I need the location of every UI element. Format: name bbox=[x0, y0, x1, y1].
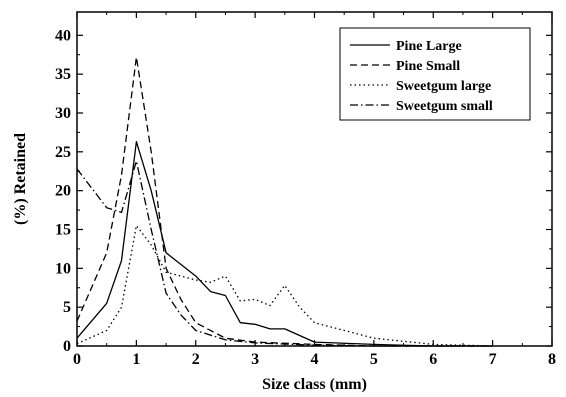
y-tick-label: 30 bbox=[55, 105, 71, 122]
legend-label: Pine Small bbox=[396, 59, 460, 74]
series-line-sweetgum-small bbox=[76, 160, 493, 347]
x-tick-label: 0 bbox=[73, 351, 81, 368]
x-tick-label: 4 bbox=[311, 351, 319, 368]
y-axis-label: (%) Retained bbox=[12, 133, 29, 225]
y-tick-label: 35 bbox=[55, 66, 71, 83]
legend: Pine Large Pine Small Sweetgum large Sweetg… bbox=[339, 27, 531, 121]
y-tick-label: 20 bbox=[55, 183, 71, 200]
axis-ticks: 0 1 2 3 4 5 6 7 8 0 5 10 15 20 25 30 35 40 bbox=[55, 12, 556, 368]
legend-label: Pine Large bbox=[396, 39, 462, 54]
y-tick-label: 40 bbox=[55, 27, 71, 44]
y-tick-label: 15 bbox=[55, 221, 71, 238]
x-tick-label: 7 bbox=[489, 351, 497, 368]
x-tick-label: 2 bbox=[192, 351, 200, 368]
y-tick-label: 0 bbox=[63, 338, 71, 355]
y-tick-label: 10 bbox=[55, 260, 71, 277]
series-line-pine-large bbox=[76, 141, 493, 347]
series-layer bbox=[76, 56, 493, 347]
x-tick-label: 5 bbox=[370, 351, 378, 368]
x-axis-label: Size class (mm) bbox=[262, 376, 367, 393]
x-tick-label: 8 bbox=[548, 351, 556, 368]
legend-label: Sweetgum small bbox=[396, 99, 493, 114]
y-tick-label: 25 bbox=[55, 144, 71, 161]
series-line-sweetgum-large bbox=[76, 224, 493, 347]
x-tick-label: 6 bbox=[429, 351, 437, 368]
x-tick-label: 3 bbox=[251, 351, 259, 368]
x-tick-label: 1 bbox=[132, 351, 140, 368]
y-tick-label: 5 bbox=[63, 299, 71, 316]
legend-label: Sweetgum large bbox=[396, 79, 491, 94]
